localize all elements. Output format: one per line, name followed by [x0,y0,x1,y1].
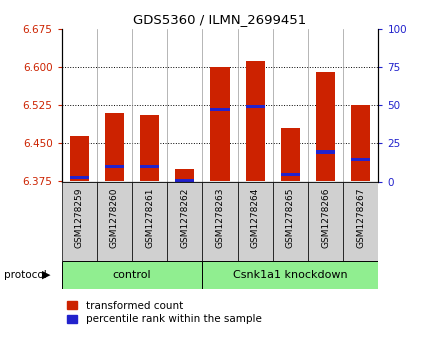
Text: control: control [113,270,151,280]
Bar [273,182,308,261]
Text: GSM1278260: GSM1278260 [110,188,119,248]
Bar [281,128,300,182]
Bar [70,176,89,179]
Bar [202,261,378,289]
Bar [316,151,335,154]
Bar [316,72,335,182]
Bar [308,182,343,261]
Bar [175,179,194,183]
Bar [351,105,370,182]
Bar [140,165,159,168]
Bar [97,182,132,261]
Text: GSM1278267: GSM1278267 [356,188,365,248]
Text: GSM1278266: GSM1278266 [321,188,330,248]
Text: GSM1278265: GSM1278265 [286,188,295,248]
Text: GSM1278259: GSM1278259 [75,188,84,248]
Bar [351,158,370,161]
Text: GSM1278263: GSM1278263 [216,188,224,248]
Bar [140,115,159,182]
Title: GDS5360 / ILMN_2699451: GDS5360 / ILMN_2699451 [133,13,307,26]
Bar [70,136,89,182]
Text: GSM1278264: GSM1278264 [251,188,260,248]
Bar [238,182,273,261]
Bar [62,261,202,289]
Bar [105,165,124,168]
Bar [132,182,167,261]
Legend: transformed count, percentile rank within the sample: transformed count, percentile rank withi… [67,301,261,324]
Bar [246,105,265,108]
Text: GSM1278261: GSM1278261 [145,188,154,248]
Text: ▶: ▶ [42,270,50,280]
Bar [281,174,300,176]
Text: GSM1278262: GSM1278262 [180,188,189,248]
Bar [202,182,238,261]
Bar [175,169,194,182]
Bar [246,61,265,182]
Text: Csnk1a1 knockdown: Csnk1a1 knockdown [233,270,348,280]
Bar [167,182,202,261]
Bar [210,108,230,111]
Bar [343,182,378,261]
Bar [210,67,230,182]
Text: protocol: protocol [4,270,47,280]
Bar [62,182,97,261]
Bar [105,113,124,182]
